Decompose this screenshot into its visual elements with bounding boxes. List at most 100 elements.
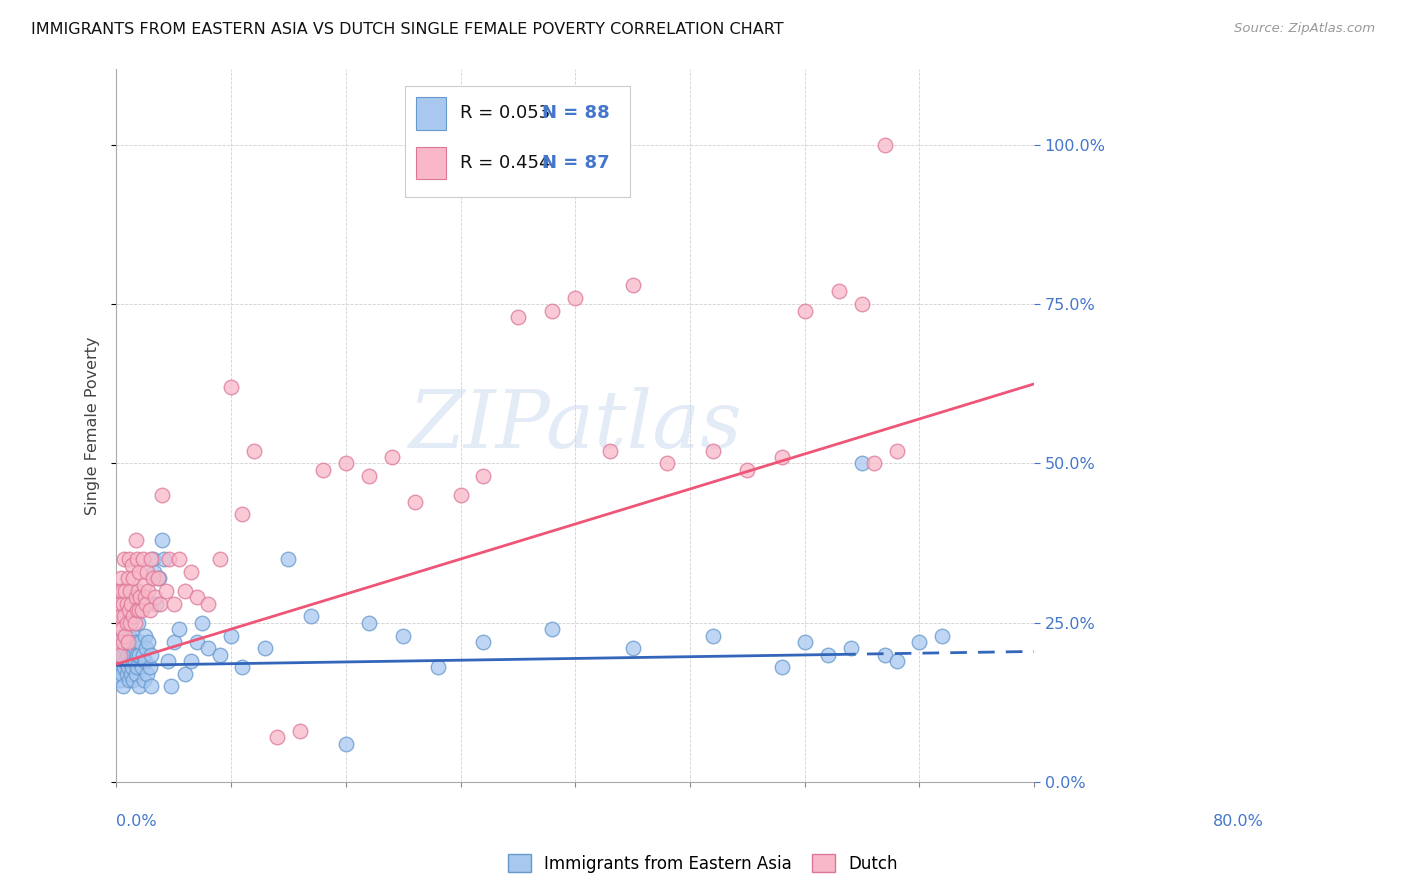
Point: [828, 285, 851, 299]
Point: [120, 635, 142, 649]
Point: [839, 641, 862, 656]
Point: [124, 641, 146, 656]
Point: [112, 597, 135, 611]
Text: IMMIGRANTS FROM EASTERN ASIA VS DUTCH SINGLE FEMALE POVERTY CORRELATION CHART: IMMIGRANTS FROM EASTERN ASIA VS DUTCH SI…: [31, 22, 783, 37]
Point: [169, 622, 191, 636]
Point: [817, 648, 839, 662]
Point: [381, 450, 404, 464]
Point: [125, 648, 148, 662]
Point: [108, 648, 131, 662]
Point: [160, 680, 183, 694]
Point: [156, 654, 179, 668]
Point: [299, 609, 322, 624]
Point: [231, 660, 253, 674]
Point: [138, 660, 160, 674]
Legend: Immigrants from Eastern Asia, Dutch: Immigrants from Eastern Asia, Dutch: [501, 847, 905, 880]
Point: [122, 571, 145, 585]
Point: [148, 571, 170, 585]
Y-axis label: Single Female Poverty: Single Female Poverty: [86, 336, 100, 515]
Point: [129, 591, 152, 605]
Text: N = 88: N = 88: [543, 104, 610, 122]
Point: [136, 666, 159, 681]
Point: [125, 552, 148, 566]
Point: [231, 508, 253, 522]
Point: [107, 583, 129, 598]
Point: [135, 641, 157, 656]
Text: ZIPatlas: ZIPatlas: [409, 386, 742, 464]
Bar: [416, 147, 446, 179]
Point: [335, 457, 357, 471]
Point: [125, 666, 148, 681]
Point: [150, 533, 173, 547]
Point: [142, 571, 165, 585]
Point: [621, 278, 644, 293]
Point: [134, 591, 156, 605]
Point: [169, 552, 191, 566]
Point: [288, 724, 311, 739]
Point: [737, 463, 759, 477]
Point: [392, 628, 415, 642]
Point: [132, 577, 155, 591]
Point: [107, 615, 129, 630]
Point: [157, 552, 180, 566]
Point: [862, 457, 884, 471]
Point: [111, 666, 134, 681]
Point: [153, 552, 176, 566]
Point: [931, 628, 953, 642]
Point: [886, 654, 908, 668]
Point: [142, 552, 165, 566]
Point: [125, 533, 148, 547]
Bar: [416, 97, 446, 129]
Point: [131, 648, 153, 662]
Point: [541, 622, 564, 636]
Point: [118, 641, 141, 656]
Point: [114, 654, 136, 668]
Point: [110, 571, 132, 585]
Point: [138, 603, 160, 617]
Point: [312, 463, 335, 477]
Point: [108, 597, 131, 611]
Point: [111, 583, 134, 598]
Point: [174, 666, 197, 681]
Point: [122, 628, 145, 642]
Point: [118, 552, 141, 566]
Point: [112, 609, 135, 624]
Text: 80.0%: 80.0%: [1213, 814, 1264, 830]
Point: [155, 583, 177, 598]
Point: [122, 609, 145, 624]
Point: [186, 635, 208, 649]
Point: [131, 660, 153, 674]
Point: [112, 635, 135, 649]
Point: [118, 654, 141, 668]
Point: [128, 648, 150, 662]
Point: [117, 635, 139, 649]
Point: [118, 615, 141, 630]
Point: [851, 457, 873, 471]
Point: [655, 457, 678, 471]
Point: [110, 641, 132, 656]
Point: [886, 443, 908, 458]
Point: [197, 641, 219, 656]
Point: [163, 597, 186, 611]
Point: [108, 673, 131, 687]
Text: R = 0.454: R = 0.454: [460, 154, 550, 172]
Point: [107, 654, 129, 668]
Point: [127, 615, 149, 630]
Point: [450, 488, 472, 502]
Point: [770, 660, 793, 674]
Point: [128, 680, 150, 694]
Point: [127, 583, 149, 598]
Point: [266, 731, 288, 745]
Point: [277, 552, 299, 566]
Point: [111, 635, 134, 649]
Point: [124, 615, 146, 630]
Point: [134, 628, 156, 642]
Point: [138, 583, 160, 598]
Point: [208, 552, 231, 566]
Point: [150, 488, 173, 502]
Point: [143, 591, 166, 605]
Point: [107, 635, 129, 649]
Text: N = 87: N = 87: [543, 154, 610, 172]
Point: [107, 666, 129, 681]
Point: [702, 628, 724, 642]
